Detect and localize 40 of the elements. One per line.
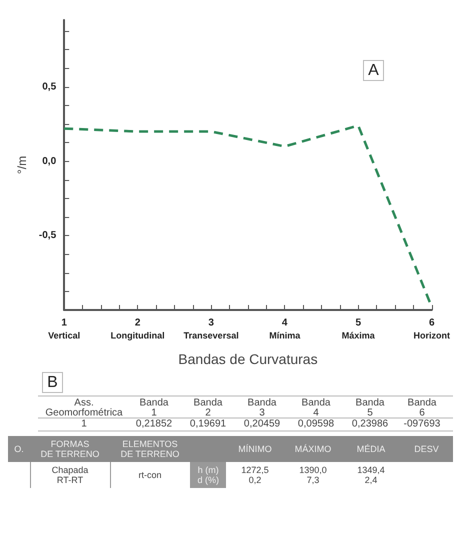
text: 0,21852 (136, 418, 173, 430)
text: 1390,0 7,3 (299, 465, 327, 485)
text: 1 (81, 418, 88, 430)
y-tick-label: 0,5 (42, 81, 57, 92)
x-tick-label: 3 Transeversal (184, 318, 239, 340)
category-label: DESV (413, 444, 440, 454)
text: 1272,5 0,2 (241, 465, 269, 485)
text: Banda 5 (356, 398, 385, 418)
x-axis-title: Bandas de Curvaturas (178, 351, 318, 367)
x-tick-label: 2 Longitudinal (110, 318, 165, 340)
text: -097693 (404, 418, 441, 430)
text: 0,09598 (298, 418, 335, 430)
text: Banda 4 (302, 398, 331, 418)
category-label: ELEMENTOS DE TERRENO (120, 439, 180, 459)
category-label: MÍNIMO (237, 444, 273, 454)
y-axis-title: °/m (15, 156, 29, 174)
text: 0,20459 (244, 418, 281, 430)
category-label: MÁXIMO (294, 444, 332, 454)
text: rt-con (138, 470, 162, 480)
text: Ass. Geomorfométrica (45, 398, 124, 418)
category-label: MÉDIA (356, 444, 386, 454)
text: B (47, 374, 58, 391)
text: Chapada RT-RT (52, 465, 88, 485)
y-tick-label: 0,0 (42, 156, 57, 167)
x-tick-label: 5 Máxima (342, 318, 376, 340)
x-tick-label: 1 Vertical (48, 318, 80, 340)
annotation: A (368, 62, 380, 79)
x-tick-label: 6 Horizont (414, 318, 450, 340)
x-tick-label: 4 Mínima (269, 318, 302, 340)
text: Banda 1 (140, 398, 169, 418)
category-label: O. (13, 444, 25, 454)
y-tick-label: -0,5 (38, 230, 57, 242)
text: 0,19691 (190, 418, 227, 430)
text: Banda 6 (408, 398, 437, 418)
unit-cell: h (m) d (%) (190, 462, 226, 488)
text: Banda 3 (248, 398, 277, 418)
text: 1349,4 2,4 (357, 465, 385, 485)
text: 0,23986 (352, 418, 389, 430)
category-label: FORMAS DE TERRENO (40, 439, 100, 459)
text: Banda 2 (194, 398, 223, 418)
